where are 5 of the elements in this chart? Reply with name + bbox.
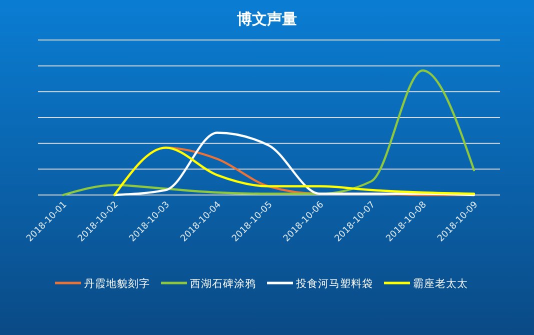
legend-label: 丹霞地貌刻字 [84,277,150,290]
legend-label: 西湖石碑涂鸦 [190,278,256,290]
legend-label: 投食河马塑料袋 [295,277,373,290]
legend-label: 霸座老太太 [413,277,468,290]
chart-title: 博文声量 [236,10,297,28]
